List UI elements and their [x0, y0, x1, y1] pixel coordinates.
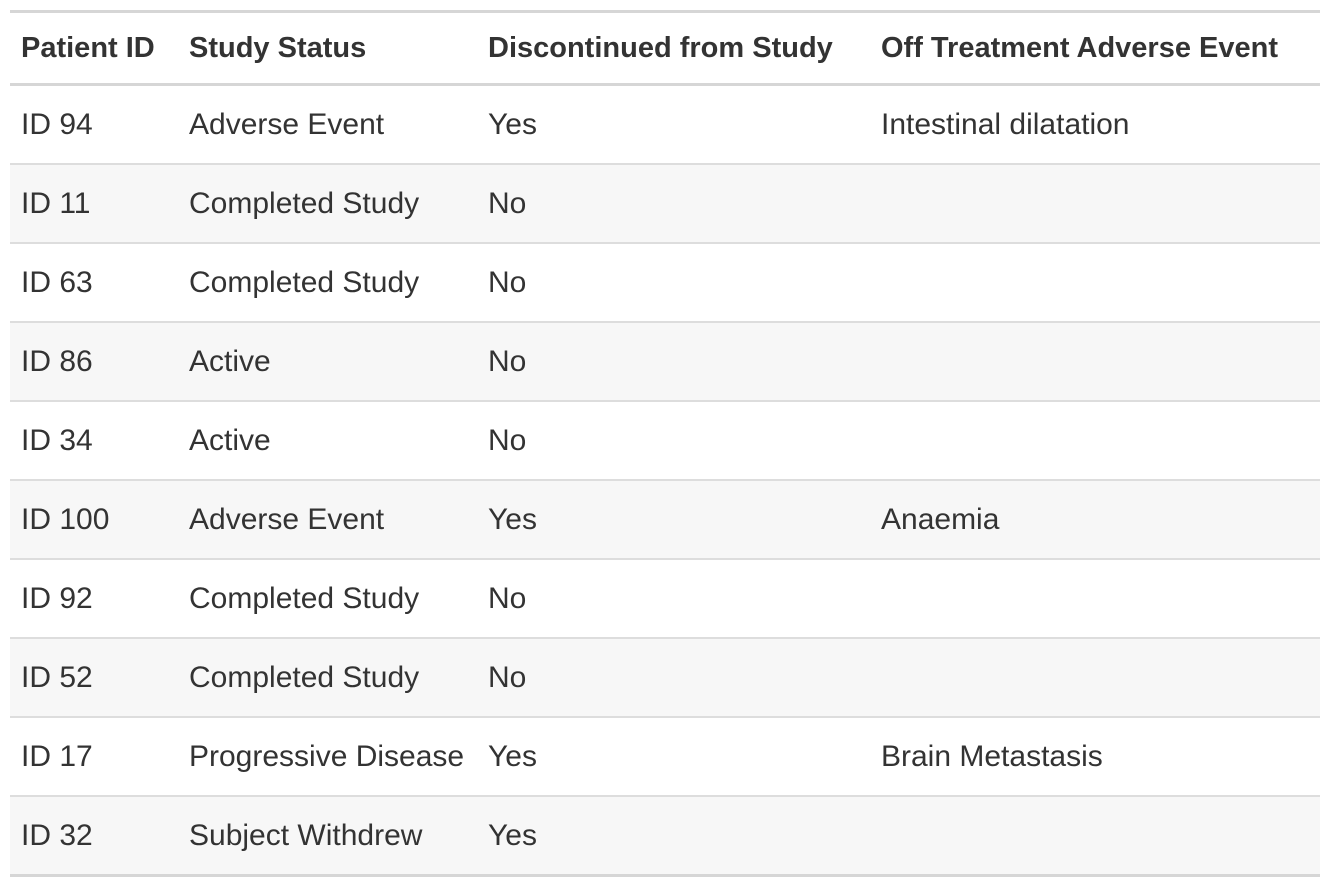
table-cell: Completed Study	[178, 637, 477, 717]
table-cell: Yes	[477, 479, 870, 559]
table-row: ID 11 Completed Study No	[10, 163, 1320, 243]
table-cell: Intestinal dilatation	[881, 107, 1130, 141]
table-cell: Completed Study	[178, 558, 477, 638]
table-cell: Adverse Event	[189, 107, 385, 141]
table-cell: ID 11	[10, 163, 178, 243]
table-cell	[870, 321, 1320, 401]
table-row: ID 34 Active No	[10, 400, 1320, 480]
table-cell: ID 92	[10, 558, 178, 638]
table-row: ID 32 Subject Withdrew Yes	[10, 795, 1320, 876]
table-cell: No	[477, 163, 870, 243]
table-cell: ID 17	[10, 716, 178, 796]
table-cell: Yes	[488, 107, 537, 141]
table-cell: No	[477, 321, 870, 401]
table-cell: No	[477, 558, 870, 638]
table-cell: Yes	[477, 716, 870, 796]
table-cell: Completed Study	[178, 163, 477, 243]
table-cell: No	[477, 400, 870, 480]
table-cell: ID 94	[21, 107, 93, 141]
table-cell: Anaemia	[870, 479, 1320, 559]
data-table: Patient ID Study Status Discontinued from …	[10, 10, 1320, 877]
table-row: ID 94 Adverse Event Yes Intestinal dilatati…	[10, 85, 1320, 165]
table-cell: Active	[178, 400, 477, 480]
column-header: Off Treatment Adverse Event	[870, 11, 1320, 86]
table-row: ID 17 Progressive Disease Yes Brain Metasta…	[10, 716, 1320, 796]
table-row: ID 86 Active No	[10, 321, 1320, 401]
column-header: Discontinued from Study	[477, 11, 870, 86]
table-cell: Active	[178, 321, 477, 401]
table-header: Patient ID Study Status Discontinued from …	[10, 11, 1320, 86]
table-cell: Brain Metastasis	[870, 716, 1320, 796]
table-cell: No	[477, 637, 870, 717]
table-cell: Subject Withdrew	[178, 795, 477, 876]
table-row: ID 92 Completed Study No	[10, 558, 1320, 638]
table-cell: ID 100	[10, 479, 178, 559]
table-cell	[870, 795, 1320, 876]
table-cell	[870, 163, 1320, 243]
table-row: ID 52 Completed Study No	[10, 637, 1320, 717]
header-row: Patient ID Study Status Discontinued from …	[10, 11, 1320, 86]
table-cell	[870, 558, 1320, 638]
table-cell	[870, 242, 1320, 322]
table-body: ID 94 Adverse Event Yes Intestinal dilatati…	[10, 85, 1320, 876]
table-cell: Yes	[477, 795, 870, 876]
table-cell	[870, 400, 1320, 480]
table-cell: ID 32	[10, 795, 178, 876]
table-cell	[870, 637, 1320, 717]
table-cell: ID 63	[10, 242, 178, 322]
table-cell: Adverse Event	[178, 479, 477, 559]
table-cell: ID 52	[10, 637, 178, 717]
table-cell: Progressive Disease	[178, 716, 477, 796]
table-row: ID 63 Completed Study No	[10, 242, 1320, 322]
table-cell: ID 86	[10, 321, 178, 401]
column-header: Study Status	[178, 11, 477, 86]
table-cell: ID 34	[10, 400, 178, 480]
table-row: ID 100 Adverse Event Yes Anaemia	[10, 479, 1320, 559]
column-header: Patient ID	[10, 11, 178, 86]
table-cell: Completed Study	[178, 242, 477, 322]
table-cell: No	[477, 242, 870, 322]
